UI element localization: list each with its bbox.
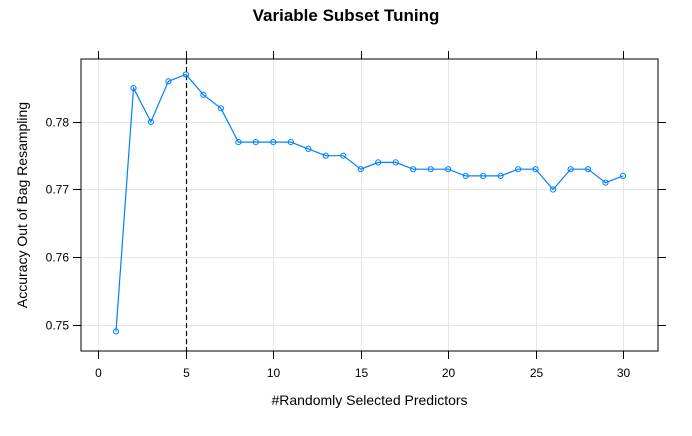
- x-tick-label: 25: [530, 366, 544, 380]
- data-point: [392, 159, 399, 166]
- data-point: [357, 166, 364, 173]
- data-point: [340, 152, 347, 159]
- x-tick-label: 15: [355, 366, 369, 380]
- data-point: [410, 166, 417, 173]
- data-point: [252, 139, 259, 146]
- data-point: [200, 91, 207, 98]
- data-point: [497, 172, 504, 179]
- data-point: [270, 139, 277, 146]
- y-tick-label: 0.78: [46, 116, 70, 130]
- grid-lines: [81, 59, 658, 351]
- axis-ticks: 0 5 10 15 20 25 30 0.75 0.76 0.77 0.78: [46, 51, 666, 380]
- y-tick-label: 0.75: [46, 319, 70, 333]
- data-point: [602, 179, 609, 186]
- data-point: [375, 159, 382, 166]
- data-point: [480, 172, 487, 179]
- data-point: [130, 85, 137, 92]
- x-tick-label: 0: [95, 366, 102, 380]
- data-point: [462, 172, 469, 179]
- y-tick-label: 0.77: [46, 183, 70, 197]
- y-tick-label: 0.76: [46, 251, 70, 265]
- data-point: [619, 172, 627, 179]
- data-point: [427, 166, 434, 173]
- data-point: [182, 71, 189, 78]
- data-series: [112, 71, 627, 335]
- data-point: [217, 105, 224, 112]
- x-tick-label: 20: [442, 366, 456, 380]
- x-axis-label: #Randomly Selected Predictors: [271, 392, 468, 408]
- data-point: [287, 139, 294, 146]
- data-point: [112, 328, 120, 335]
- data-point: [585, 166, 592, 173]
- x-tick-label: 10: [267, 366, 281, 380]
- panel-frame: [80, 58, 659, 352]
- data-point: [235, 139, 242, 146]
- data-point: [165, 78, 172, 85]
- data-point: [147, 118, 154, 126]
- data-point: [445, 166, 452, 173]
- data-point: [567, 166, 574, 173]
- data-point: [515, 166, 522, 173]
- data-point: [532, 166, 539, 173]
- x-tick-label: 30: [617, 366, 631, 380]
- x-tick-label: 5: [183, 366, 190, 380]
- chart-title: Variable Subset Tuning: [252, 6, 440, 25]
- data-point: [322, 152, 329, 159]
- data-point: [305, 145, 312, 152]
- data-point: [550, 186, 557, 193]
